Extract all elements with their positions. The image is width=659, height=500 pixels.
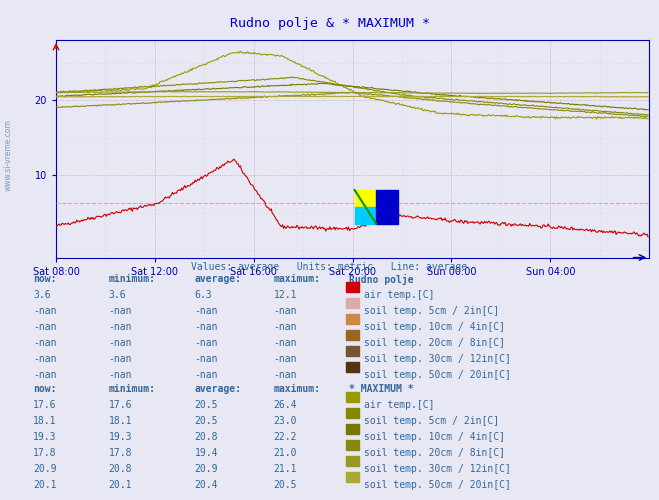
Text: * MAXIMUM *: * MAXIMUM * <box>349 384 414 394</box>
Text: now:: now: <box>33 384 57 394</box>
Text: 19.4: 19.4 <box>194 448 218 458</box>
Text: soil temp. 20cm / 8in[C]: soil temp. 20cm / 8in[C] <box>364 448 505 458</box>
Text: 3.6: 3.6 <box>33 290 51 300</box>
Text: minimum:: minimum: <box>109 384 156 394</box>
Text: -nan: -nan <box>194 306 218 316</box>
Text: now:: now: <box>33 274 57 284</box>
Text: 17.8: 17.8 <box>33 448 57 458</box>
Text: 20.5: 20.5 <box>194 400 218 410</box>
Text: Values: average   Units: metric   Line: average: Values: average Units: metric Line: aver… <box>191 262 468 272</box>
Text: -nan: -nan <box>33 354 57 364</box>
Text: -nan: -nan <box>109 338 132 348</box>
Text: 17.8: 17.8 <box>109 448 132 458</box>
Text: 19.3: 19.3 <box>33 432 57 442</box>
Bar <box>355 190 376 207</box>
Text: maximum:: maximum: <box>273 384 320 394</box>
Text: 20.1: 20.1 <box>33 480 57 490</box>
Text: -nan: -nan <box>194 338 218 348</box>
Text: soil temp. 20cm / 8in[C]: soil temp. 20cm / 8in[C] <box>364 338 505 348</box>
Text: -nan: -nan <box>109 306 132 316</box>
Text: Rudno polje: Rudno polje <box>349 274 414 285</box>
Text: -nan: -nan <box>194 354 218 364</box>
Text: soil temp. 10cm / 4in[C]: soil temp. 10cm / 4in[C] <box>364 322 505 332</box>
Text: air temp.[C]: air temp.[C] <box>364 290 435 300</box>
Text: maximum:: maximum: <box>273 274 320 284</box>
Text: soil temp. 30cm / 12in[C]: soil temp. 30cm / 12in[C] <box>364 464 511 474</box>
Text: -nan: -nan <box>33 322 57 332</box>
Text: -nan: -nan <box>109 370 132 380</box>
Text: 20.4: 20.4 <box>194 480 218 490</box>
Text: Rudno polje & * MAXIMUM *: Rudno polje & * MAXIMUM * <box>229 18 430 30</box>
Text: -nan: -nan <box>109 354 132 364</box>
Text: -nan: -nan <box>109 322 132 332</box>
Text: soil temp. 50cm / 20in[C]: soil temp. 50cm / 20in[C] <box>364 370 511 380</box>
Text: soil temp. 5cm / 2in[C]: soil temp. 5cm / 2in[C] <box>364 416 500 426</box>
Text: -nan: -nan <box>33 338 57 348</box>
Text: average:: average: <box>194 274 241 284</box>
Text: 20.8: 20.8 <box>194 432 218 442</box>
Text: 20.9: 20.9 <box>33 464 57 474</box>
Text: 12.1: 12.1 <box>273 290 297 300</box>
Text: soil temp. 50cm / 20in[C]: soil temp. 50cm / 20in[C] <box>364 480 511 490</box>
Text: 23.0: 23.0 <box>273 416 297 426</box>
Text: -nan: -nan <box>273 370 297 380</box>
Text: minimum:: minimum: <box>109 274 156 284</box>
Text: -nan: -nan <box>273 306 297 316</box>
Text: -nan: -nan <box>273 322 297 332</box>
Text: 21.1: 21.1 <box>273 464 297 474</box>
Text: 22.2: 22.2 <box>273 432 297 442</box>
Text: 20.1: 20.1 <box>109 480 132 490</box>
Text: 20.8: 20.8 <box>109 464 132 474</box>
Text: 18.1: 18.1 <box>33 416 57 426</box>
Text: -nan: -nan <box>33 306 57 316</box>
Text: air temp.[C]: air temp.[C] <box>364 400 435 410</box>
Text: www.si-vreme.com: www.si-vreme.com <box>4 119 13 191</box>
Text: 21.0: 21.0 <box>273 448 297 458</box>
Bar <box>355 207 376 224</box>
Text: 19.3: 19.3 <box>109 432 132 442</box>
Bar <box>376 190 398 224</box>
Text: 20.5: 20.5 <box>273 480 297 490</box>
Text: 20.5: 20.5 <box>194 416 218 426</box>
Text: -nan: -nan <box>194 322 218 332</box>
Text: 6.3: 6.3 <box>194 290 212 300</box>
Text: soil temp. 30cm / 12in[C]: soil temp. 30cm / 12in[C] <box>364 354 511 364</box>
Text: 20.9: 20.9 <box>194 464 218 474</box>
Text: 18.1: 18.1 <box>109 416 132 426</box>
Text: -nan: -nan <box>273 354 297 364</box>
Text: average:: average: <box>194 384 241 394</box>
Text: 3.6: 3.6 <box>109 290 127 300</box>
Text: 17.6: 17.6 <box>33 400 57 410</box>
Text: -nan: -nan <box>194 370 218 380</box>
Text: -nan: -nan <box>273 338 297 348</box>
Text: 17.6: 17.6 <box>109 400 132 410</box>
Text: soil temp. 10cm / 4in[C]: soil temp. 10cm / 4in[C] <box>364 432 505 442</box>
Text: 26.4: 26.4 <box>273 400 297 410</box>
Text: -nan: -nan <box>33 370 57 380</box>
Text: soil temp. 5cm / 2in[C]: soil temp. 5cm / 2in[C] <box>364 306 500 316</box>
